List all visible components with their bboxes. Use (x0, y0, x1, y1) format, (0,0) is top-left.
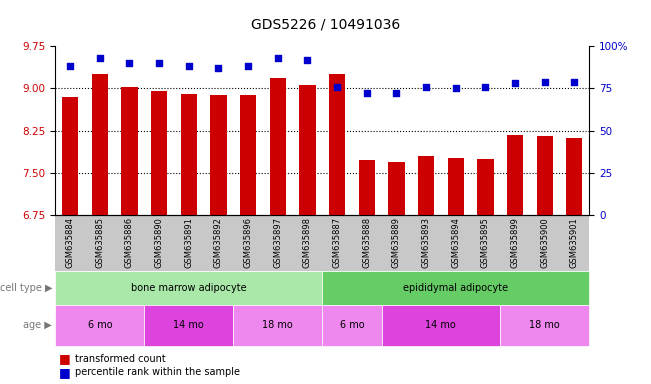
Point (450, 85, 461, 91)
Text: GSM635889: GSM635889 (392, 217, 401, 268)
Text: GSM635887: GSM635887 (333, 217, 342, 268)
Text: transformed count: transformed count (75, 354, 165, 364)
Point (332, 84, 342, 90)
Bar (240, 94, 256, 215)
Point (94, 55, 105, 61)
Text: 18 mo: 18 mo (262, 320, 293, 331)
Text: 14 mo: 14 mo (173, 320, 204, 331)
Bar (270, 78, 286, 215)
Point (540, 78, 550, 84)
Text: GSM635885: GSM635885 (95, 217, 104, 268)
Point (480, 84, 491, 90)
Text: GSM635896: GSM635896 (243, 217, 253, 268)
Point (302, 56, 312, 63)
Bar (151, 91, 167, 215)
Text: GSM635893: GSM635893 (422, 217, 430, 268)
Text: 18 mo: 18 mo (529, 320, 560, 331)
Bar (536, 136, 553, 215)
Point (65, 63, 76, 70)
Text: epididymal adipocyte: epididymal adipocyte (403, 283, 508, 293)
Point (421, 84, 431, 90)
Bar (359, 161, 375, 215)
Text: GDS5226 / 10491036: GDS5226 / 10491036 (251, 17, 400, 31)
Text: GSM635888: GSM635888 (362, 217, 371, 268)
Text: GSM635895: GSM635895 (481, 217, 490, 268)
Point (214, 65, 224, 71)
Point (124, 60, 135, 66)
Bar (447, 158, 464, 215)
Text: GSM635894: GSM635894 (451, 217, 460, 268)
Text: 6 mo: 6 mo (340, 320, 364, 331)
Text: GSM635897: GSM635897 (273, 217, 283, 268)
Point (510, 80, 520, 86)
Text: cell type ▶: cell type ▶ (0, 283, 52, 293)
Text: GSM635891: GSM635891 (184, 217, 193, 268)
Point (184, 63, 194, 70)
Text: percentile rank within the sample: percentile rank within the sample (75, 367, 240, 377)
Text: GSM635886: GSM635886 (125, 217, 134, 268)
Bar (180, 94, 197, 215)
Bar (92, 74, 108, 215)
Bar (62, 97, 78, 215)
Bar (566, 138, 583, 215)
Point (391, 90, 402, 96)
Bar (477, 159, 493, 215)
Bar (121, 87, 137, 215)
Text: ■: ■ (59, 366, 70, 379)
Point (569, 78, 579, 84)
Text: GSM635898: GSM635898 (303, 217, 312, 268)
Text: GSM635900: GSM635900 (540, 217, 549, 268)
Bar (418, 156, 434, 215)
Bar (329, 74, 345, 215)
Point (361, 90, 372, 96)
Text: 14 mo: 14 mo (426, 320, 456, 331)
Text: GSM635890: GSM635890 (155, 217, 163, 268)
Text: GSM635884: GSM635884 (66, 217, 75, 268)
Text: GSM635901: GSM635901 (570, 217, 579, 268)
Bar (299, 85, 316, 215)
Text: GSM635899: GSM635899 (510, 217, 519, 268)
Text: 6 mo: 6 mo (87, 320, 112, 331)
Bar (388, 162, 404, 215)
Text: bone marrow adipocyte: bone marrow adipocyte (131, 283, 247, 293)
Text: ■: ■ (59, 353, 70, 366)
Point (154, 60, 164, 66)
Bar (210, 95, 227, 215)
Point (243, 63, 253, 70)
Point (273, 55, 283, 61)
Text: age ▶: age ▶ (23, 320, 52, 331)
Text: GSM635892: GSM635892 (214, 217, 223, 268)
Bar (507, 135, 523, 215)
